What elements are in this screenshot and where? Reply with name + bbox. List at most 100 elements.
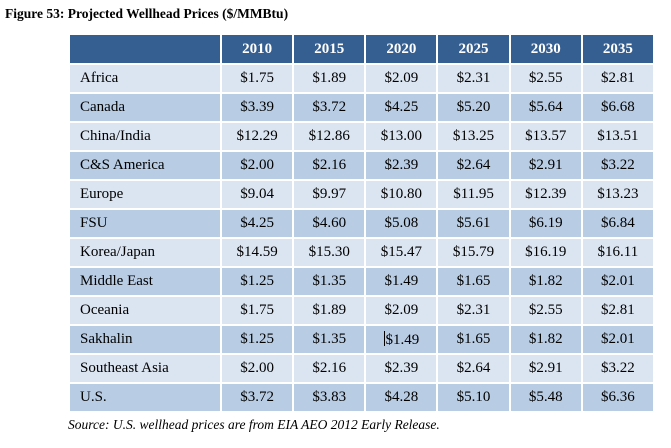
row-label[interactable]: Africa — [68, 63, 222, 94]
price-cell[interactable]: $3.72 — [219, 382, 295, 413]
row-label[interactable]: U.S. — [68, 382, 222, 413]
price-cell[interactable]: $13.00 — [364, 121, 439, 152]
price-cell[interactable]: $1.35 — [292, 324, 367, 355]
table-row: U.S. $3.72 $3.83 $4.28 $5.10 $5.48 $6.36 — [68, 382, 656, 413]
row-label[interactable]: C&S America — [68, 150, 222, 181]
price-cell[interactable]: $1.25 — [219, 266, 295, 297]
price-cell[interactable]: $2.09 — [364, 63, 439, 94]
price-cell[interactable]: $2.01 — [580, 324, 656, 355]
column-header[interactable]: 2010 — [219, 33, 295, 65]
price-cell[interactable]: $1.49 — [364, 324, 439, 355]
text-cursor — [383, 330, 385, 346]
price-cell[interactable]: $2.09 — [364, 295, 439, 326]
price-cell[interactable]: $5.48 — [508, 382, 583, 413]
price-cell[interactable]: $14.59 — [219, 237, 295, 268]
price-cell[interactable]: $1.89 — [292, 295, 367, 326]
price-cell[interactable]: $5.08 — [364, 208, 439, 239]
corner-header[interactable] — [68, 33, 222, 65]
price-cell[interactable]: $9.04 — [219, 179, 295, 210]
price-cell[interactable]: $4.28 — [364, 382, 439, 413]
price-cell[interactable]: $1.65 — [436, 324, 511, 355]
price-cell[interactable]: $2.64 — [436, 353, 511, 384]
column-header[interactable]: 2030 — [508, 33, 583, 65]
price-cell[interactable]: $1.35 — [292, 266, 367, 297]
price-cell[interactable]: $2.16 — [292, 353, 367, 384]
price-cell[interactable]: $11.95 — [436, 179, 511, 210]
price-cell[interactable]: $16.11 — [580, 237, 656, 268]
price-cell[interactable]: $15.79 — [436, 237, 511, 268]
price-cell[interactable]: $3.22 — [580, 353, 656, 384]
price-cell[interactable]: $4.25 — [364, 92, 439, 123]
row-label[interactable]: Southeast Asia — [68, 353, 222, 384]
price-cell[interactable]: $2.00 — [219, 150, 295, 181]
prices-table: 2010 2015 2020 2025 2030 2035 Africa $1.75 $1.8… — [68, 33, 656, 413]
price-cell[interactable]: $2.39 — [364, 353, 439, 384]
price-cell[interactable]: $12.39 — [508, 179, 583, 210]
price-cell[interactable]: $13.57 — [508, 121, 583, 152]
price-cell[interactable]: $1.75 — [219, 295, 295, 326]
price-cell[interactable]: $1.82 — [508, 266, 583, 297]
price-cell[interactable]: $13.51 — [580, 121, 656, 152]
price-cell[interactable]: $5.64 — [508, 92, 583, 123]
price-cell[interactable]: $3.39 — [219, 92, 295, 123]
price-cell[interactable]: $2.55 — [508, 295, 583, 326]
price-cell[interactable]: $16.19 — [508, 237, 583, 268]
row-label[interactable]: Korea/Japan — [68, 237, 222, 268]
row-label[interactable]: FSU — [68, 208, 222, 239]
price-cell[interactable]: $12.29 — [219, 121, 295, 152]
column-header[interactable]: 2015 — [292, 33, 367, 65]
price-cell[interactable]: $2.00 — [219, 353, 295, 384]
price-cell[interactable]: $2.81 — [580, 295, 656, 326]
price-cell[interactable]: $2.91 — [508, 353, 583, 384]
table-row: Middle East $1.25 $1.35 $1.49 $1.65 $1.82 $2.0… — [68, 266, 656, 297]
row-label[interactable]: Middle East — [68, 266, 222, 297]
row-label[interactable]: Oceania — [68, 295, 222, 326]
price-cell[interactable]: $5.61 — [436, 208, 511, 239]
price-cell[interactable]: $2.91 — [508, 150, 583, 181]
price-cell[interactable]: $6.19 — [508, 208, 583, 239]
price-cell[interactable]: $1.82 — [508, 324, 583, 355]
price-cell[interactable]: $3.22 — [580, 150, 656, 181]
price-cell[interactable]: $1.75 — [219, 63, 295, 94]
column-header[interactable]: 2020 — [364, 33, 439, 65]
price-cell[interactable]: $12.86 — [292, 121, 367, 152]
price-cell[interactable]: $4.25 — [219, 208, 295, 239]
price-cell[interactable]: $6.68 — [580, 92, 656, 123]
column-header[interactable]: 2035 — [580, 33, 656, 65]
price-cell[interactable]: $15.47 — [364, 237, 439, 268]
price-cell[interactable]: $2.31 — [436, 295, 511, 326]
price-cell[interactable]: $3.72 — [292, 92, 367, 123]
price-cell[interactable]: $4.60 — [292, 208, 367, 239]
price-cell[interactable]: $2.81 — [580, 63, 656, 94]
table-row: FSU $4.25 $4.60 $5.08 $5.61 $6.19 $6.84 — [68, 208, 656, 239]
table-row: China/India $12.29 $12.86 $13.00 $13.25 $13.5… — [68, 121, 656, 152]
price-cell[interactable]: $2.31 — [436, 63, 511, 94]
price-cell[interactable]: $1.89 — [292, 63, 367, 94]
price-cell[interactable]: $6.36 — [580, 382, 656, 413]
price-cell[interactable]: $13.23 — [580, 179, 656, 210]
price-cell[interactable]: $2.16 — [292, 150, 367, 181]
price-cell[interactable]: $1.25 — [219, 324, 295, 355]
price-cell[interactable]: $5.10 — [436, 382, 511, 413]
row-label[interactable]: China/India — [68, 121, 222, 152]
price-cell[interactable]: $6.84 — [580, 208, 656, 239]
price-cell[interactable]: $2.55 — [508, 63, 583, 94]
table-row: Korea/Japan $14.59 $15.30 $15.47 $15.79 $16.1… — [68, 237, 656, 268]
price-cell[interactable]: $2.64 — [436, 150, 511, 181]
price-cell[interactable]: $2.39 — [364, 150, 439, 181]
price-cell[interactable]: $3.83 — [292, 382, 367, 413]
row-label[interactable]: Canada — [68, 92, 222, 123]
price-cell[interactable]: $1.65 — [436, 266, 511, 297]
price-cell[interactable]: $5.20 — [436, 92, 511, 123]
price-cell[interactable]: $15.30 — [292, 237, 367, 268]
row-label[interactable]: Sakhalin — [68, 324, 222, 355]
price-cell[interactable]: $9.97 — [292, 179, 367, 210]
price-cell[interactable]: $13.25 — [436, 121, 511, 152]
table-row: Canada $3.39 $3.72 $4.25 $5.20 $5.64 $6.68 — [68, 92, 656, 123]
column-header[interactable]: 2025 — [436, 33, 511, 65]
price-cell[interactable]: $2.01 — [580, 266, 656, 297]
table-row: Europe $9.04 $9.97 $10.80 $11.95 $12.39 $13.23 — [68, 179, 656, 210]
price-cell[interactable]: $1.49 — [364, 266, 439, 297]
row-label[interactable]: Europe — [68, 179, 222, 210]
price-cell[interactable]: $10.80 — [364, 179, 439, 210]
